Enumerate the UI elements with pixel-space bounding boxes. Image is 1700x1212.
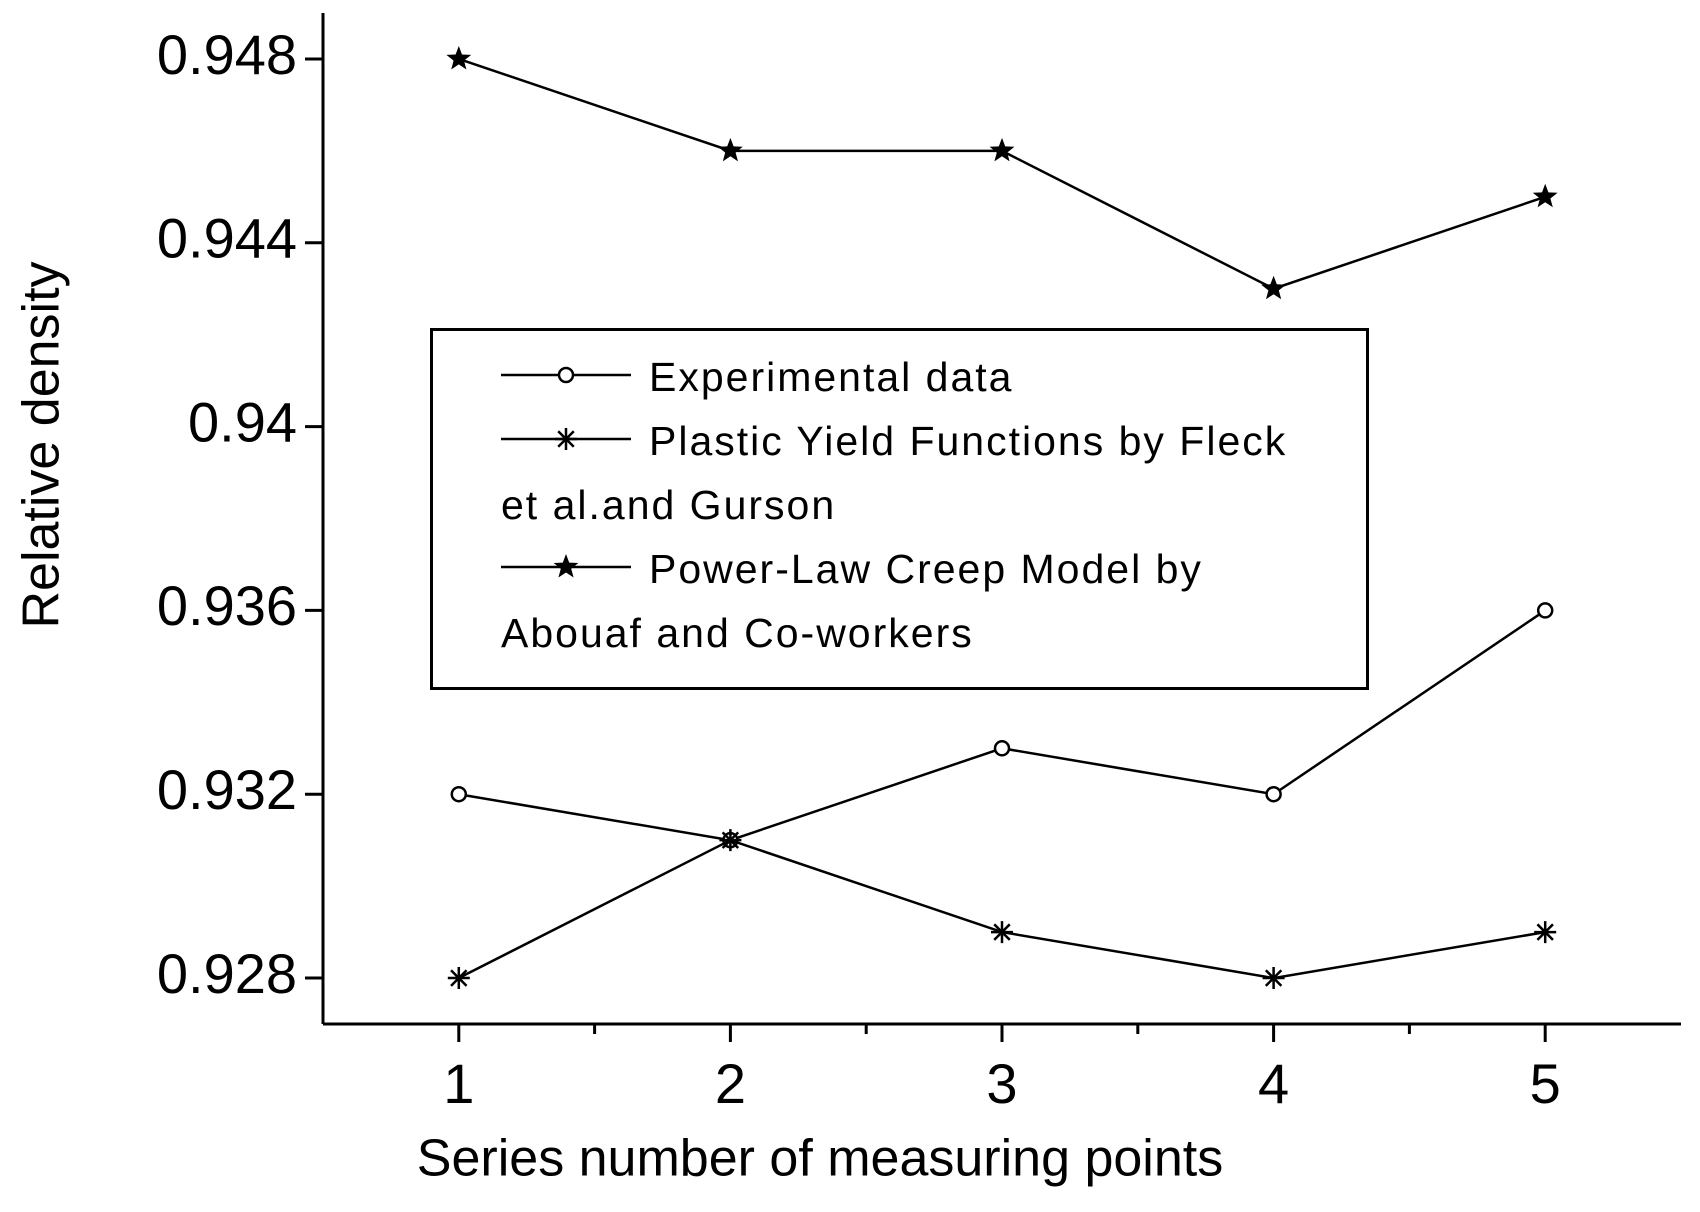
legend-label: Plastic Yield Functions by Fleck et al.a… [501, 418, 1288, 528]
y-axis-title: Relative density [13, 261, 71, 628]
x-tick-label: 3 [986, 1052, 1017, 1115]
point [1265, 785, 1282, 803]
point [1261, 275, 1286, 300]
x-tick-label: 4 [1258, 1052, 1289, 1115]
legend-label: Power-Law Creep Model by Abouaf and Co-w… [501, 546, 1203, 656]
legend-marker [557, 366, 575, 384]
point [1532, 183, 1558, 208]
point [719, 829, 742, 852]
legend: Experimental data Plastic Yield Functions… [430, 328, 1369, 690]
y-tick-label: 0.936 [157, 574, 297, 637]
series-line [458, 838, 1546, 980]
series-line [458, 57, 1546, 291]
x-tick-label: 1 [443, 1052, 474, 1115]
y-tick-label: 0.932 [157, 758, 297, 821]
point [1262, 967, 1285, 990]
y-tick-label: 0.948 [157, 23, 297, 86]
point [993, 740, 1011, 757]
point [1534, 921, 1557, 944]
point [991, 921, 1013, 944]
point [447, 967, 470, 990]
legend-label: Experimental data [649, 354, 1014, 400]
point [989, 137, 1015, 162]
legend-entry: Plastic Yield Functions by Fleck et al.a… [501, 409, 1326, 537]
legend-marker [553, 554, 579, 578]
legend-marker [555, 428, 577, 450]
x-tick-label: 2 [715, 1052, 746, 1115]
x-tick-label: 5 [1530, 1052, 1561, 1115]
y-tick-label: 0.928 [157, 942, 297, 1005]
point [446, 46, 472, 70]
point [450, 785, 468, 803]
legend-swatch [501, 428, 631, 450]
y-tick-label: 0.94 [188, 390, 297, 453]
legend-swatch [501, 366, 631, 384]
legend-swatch [501, 554, 631, 578]
legend-entry: Power-Law Creep Model by Abouaf and Co-w… [501, 537, 1326, 665]
point [718, 137, 743, 162]
point [1536, 602, 1554, 619]
y-tick-label: 0.944 [157, 207, 297, 270]
legend-entry: Experimental data [501, 345, 1326, 409]
x-axis-title: Series number of measuring points [417, 1130, 1223, 1188]
